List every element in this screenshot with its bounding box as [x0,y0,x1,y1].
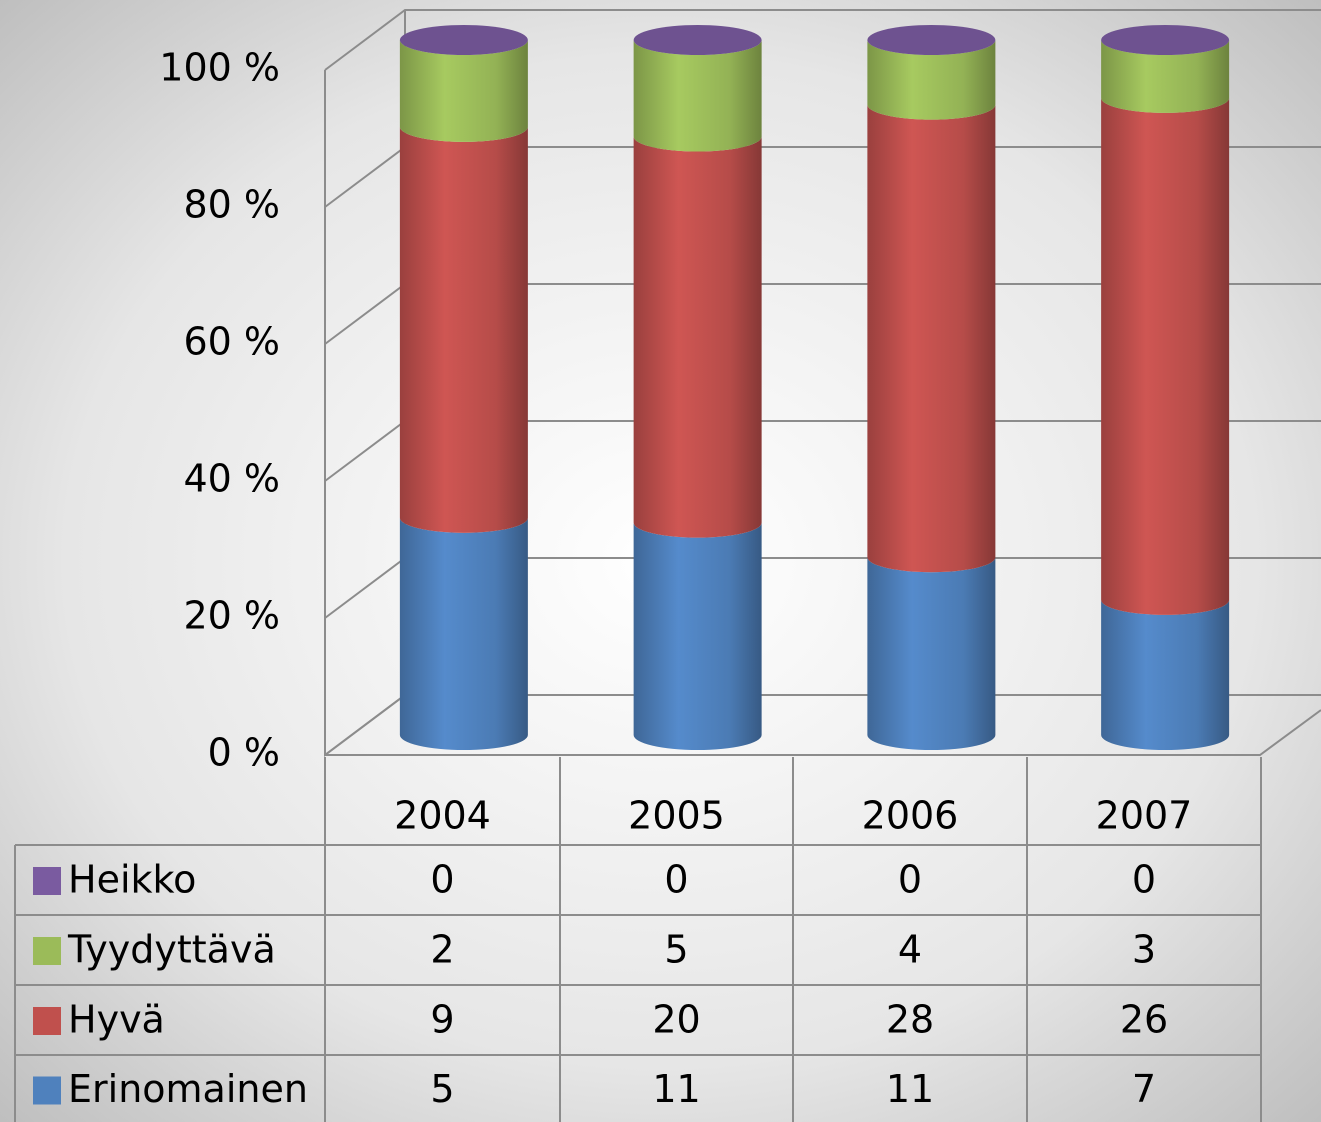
floor [325,709,1321,756]
bar-segment [1101,97,1230,615]
bar-segment [1101,599,1230,751]
table-value: 0 [898,858,922,902]
bar-segment [399,126,528,533]
table-value: 0 [430,858,454,902]
x-tick-label: 2006 [862,794,959,838]
bar-segment [867,104,996,573]
x-tick-label: 2007 [1096,794,1193,838]
bar-segment [1101,40,1230,113]
bar-segment [399,517,528,751]
x-tick-label: 2004 [394,794,491,838]
bar-segment [633,522,762,751]
y-tick-label: 0 % [208,731,280,775]
bar-segment [867,557,996,751]
table-value: 9 [430,998,454,1042]
table-value: 7 [1132,1067,1156,1111]
grid-line [324,9,1321,71]
table-value: 28 [886,998,934,1042]
table-value: 5 [664,928,688,972]
cylinder-top [633,25,762,55]
bar-segment [867,40,996,120]
table-value: 4 [898,928,922,972]
y-tick-label: 40 % [183,457,280,501]
legend-swatch [33,867,61,895]
cylinder-top [399,25,528,55]
legend-label: Hyvä [68,998,165,1042]
cylinder-top [867,25,996,55]
bar-segment [633,136,762,538]
bar-segment [399,40,528,142]
legend-swatch [33,1076,61,1105]
legend-label: Tyydyttävä [67,928,276,972]
table-value: 11 [886,1067,934,1111]
cylinder-top [1101,25,1230,55]
table-value: 0 [1132,858,1156,902]
y-tick-label: 80 % [183,183,280,227]
y-tick-label: 20 % [183,594,280,638]
y-tick-label: 100 % [159,46,280,90]
legend-swatch [33,937,61,965]
x-tick-label: 2005 [628,794,725,838]
table-value: 0 [664,858,688,902]
y-tick-label: 60 % [183,320,280,364]
legend-swatch [33,1007,61,1035]
table-value: 11 [652,1067,700,1111]
legend-label: Heikko [68,858,196,902]
table-value: 3 [1132,928,1156,972]
table-value: 26 [1120,998,1168,1042]
table-value: 5 [430,1067,454,1111]
table-value: 2 [430,928,454,972]
bar-segment [633,40,762,152]
legend-label: Erinomainen [68,1067,308,1111]
table-value: 20 [652,998,700,1042]
